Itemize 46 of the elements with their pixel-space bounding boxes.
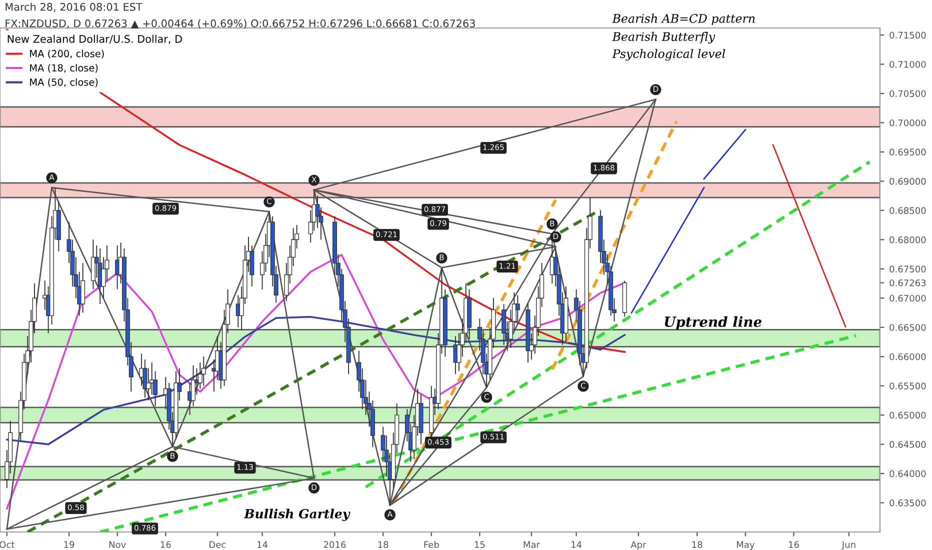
- x-tick-label: 2016: [324, 541, 346, 548]
- y-tick-label: 0.67000: [890, 294, 926, 302]
- y-tick-label: 0.67263: [890, 279, 926, 286]
- x-tick-label: Nov: [109, 541, 126, 548]
- y-tick-label: 0.63500: [890, 499, 926, 506]
- y-tick-label: 0.70000: [890, 119, 926, 126]
- x-tick-label: May: [736, 541, 754, 550]
- y-tick-label: 0.69000: [890, 178, 926, 185]
- y-tick-label: 0.66500: [890, 324, 926, 331]
- x-tick-label: 19: [64, 541, 74, 548]
- x-tick-label: 18: [692, 541, 702, 548]
- x-tick-label: Jun: [841, 541, 856, 550]
- annotation: Bearish Butterfly: [612, 32, 716, 44]
- y-tick-label: 0.68500: [890, 207, 926, 214]
- y-tick-label: 0.70500: [890, 90, 926, 98]
- x-tick-label: Mar: [524, 541, 540, 548]
- x-tick-label: 18: [378, 541, 388, 548]
- y-tick-label: 0.68000: [890, 236, 926, 244]
- legend-label: MA (200, close): [30, 50, 104, 58]
- x-tick-label: Dec: [210, 541, 226, 548]
- x-tick-label: 16: [788, 541, 799, 548]
- y-tick-label: 0.71500: [890, 32, 926, 39]
- y-tick-label: 0.64500: [890, 441, 926, 448]
- y-tick-label: 0.66000: [890, 353, 926, 360]
- y-tick-label: 0.65000: [890, 412, 926, 419]
- legend-title: New Zealand Dollar/U.S. Dollar, D: [8, 34, 182, 44]
- x-tick-label: Oct: [0, 541, 14, 548]
- chart-subtitle: FX:NZDUSD, D 0.67263 ▲ +0.00464 (+0.69%) O:0.66752 H:0.67296 L:0.66681 C:0.67263: [6, 19, 475, 29]
- text: Bearish AB=CD pattern: [612, 14, 755, 26]
- annotation: Uptrend line: [664, 316, 762, 330]
- x-tick-label: 16: [160, 541, 171, 548]
- legend-label: MA (50, close): [30, 78, 98, 87]
- y-tick-label: 0.71000: [890, 60, 926, 68]
- x-tick-label: 15: [474, 541, 485, 548]
- annotation: Bullish Gartley: [244, 508, 350, 522]
- y-tick-label: 0.65500: [890, 382, 926, 390]
- x-tick-label: 14: [258, 541, 268, 548]
- y-tick-label: 0.64000: [890, 470, 926, 478]
- x-tick-label: Apr: [630, 541, 646, 550]
- legend-label: MA (18, close): [30, 64, 98, 73]
- y-tick-label: 0.69500: [890, 148, 926, 156]
- x-tick-label: Feb: [424, 541, 439, 548]
- annotation: Psychological level: [612, 48, 726, 61]
- y-tick-label: 0.67500: [890, 266, 926, 272]
- chart-title: March 28, 2016 08:01 EST: [6, 2, 142, 12]
- x-tick-label: 14: [572, 541, 582, 548]
